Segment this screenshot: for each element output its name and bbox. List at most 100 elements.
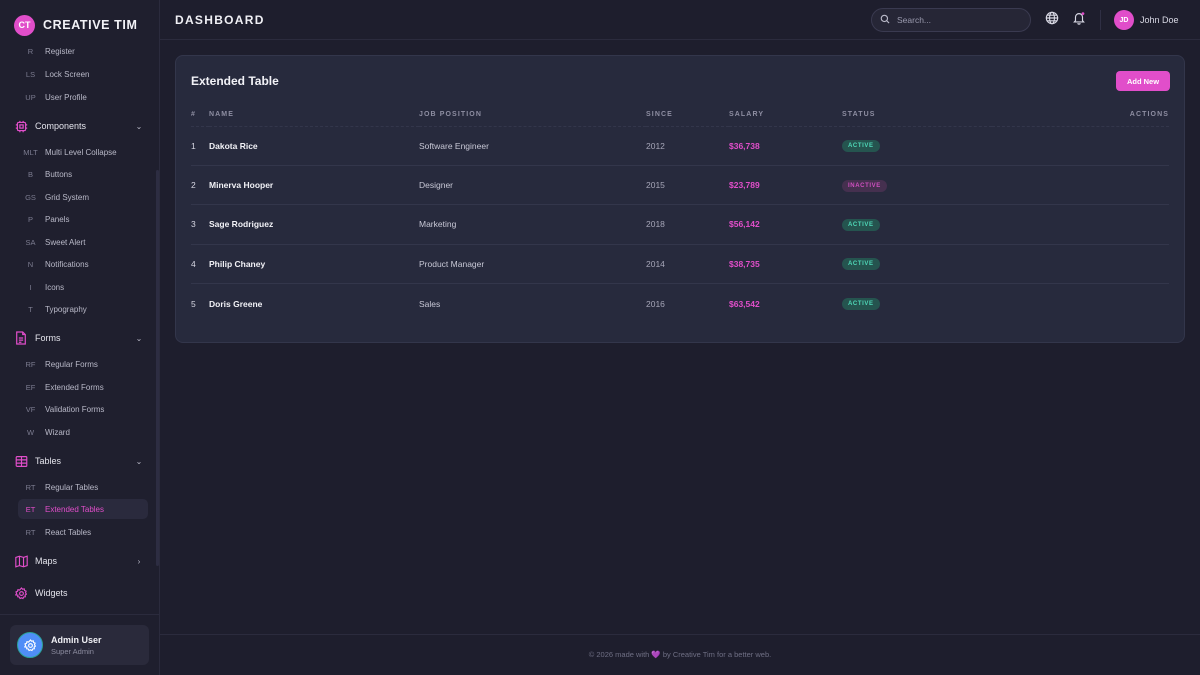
- cell-since: 2016: [646, 298, 665, 309]
- item-label: Grid System: [45, 192, 90, 202]
- avatar: JD: [1114, 10, 1134, 30]
- table-row[interactable]: 3 Sage Rodriguez Marketing 2018 $56,142 …: [191, 204, 1169, 245]
- column-header-job[interactable]: JOB POSITION: [419, 106, 646, 127]
- sidebar-item-lock-screen[interactable]: LS Lock Screen: [18, 64, 148, 84]
- cell-job: Product Manager: [419, 244, 646, 285]
- sidebar-scrollbar[interactable]: [156, 170, 159, 566]
- sidebar-item-user-profile[interactable]: UP User Profile: [18, 87, 148, 107]
- chevron-down-icon: ⌄: [135, 333, 143, 343]
- cell-index: 3: [191, 204, 209, 245]
- table-row[interactable]: 4 Philip Chaney Product Manager 2014 $38…: [191, 244, 1169, 285]
- sidebar-item-buttons[interactable]: B Buttons: [18, 164, 148, 184]
- top-header: DASHBOARD JD John Doe: [160, 0, 1200, 40]
- sidebar-item-multi-level-collapse[interactable]: MLT Multi Level Collapse: [18, 142, 148, 162]
- status-badge: INACTIVE: [842, 179, 887, 192]
- item-abbr: RT: [25, 482, 36, 492]
- table-row[interactable]: 5 Doris Greene Sales 2016 $63,542 ACTIVE: [191, 284, 1169, 323]
- sidebar-group-maps[interactable]: Maps ›: [14, 551, 144, 571]
- column-header-index[interactable]: #: [191, 106, 209, 127]
- sidebar: CT CREATIVE TIM R Register LS Lock Scree…: [0, 0, 160, 675]
- sidebar-item-wizard[interactable]: W Wizard: [18, 422, 148, 442]
- language-button[interactable]: [1044, 11, 1060, 28]
- cell-job: Marketing: [419, 204, 646, 245]
- status-badge: ACTIVE: [842, 218, 880, 231]
- divider: [160, 634, 1200, 635]
- table-row[interactable]: 2 Minerva Hooper Designer 2015 $23,789 I…: [191, 165, 1169, 206]
- item-abbr: MLT: [23, 147, 38, 157]
- cell-index: 2: [191, 165, 209, 206]
- cell-job: Software Engineer: [419, 126, 646, 166]
- item-label: User Profile: [45, 92, 87, 102]
- group-label: Tables: [35, 456, 62, 466]
- cell-status: ACTIVE: [842, 244, 992, 285]
- column-header-salary[interactable]: SALARY: [729, 106, 842, 127]
- cell-job: Designer: [419, 165, 646, 206]
- cell-salary: $56,142: [729, 204, 842, 245]
- gear-icon: [23, 638, 36, 651]
- map-icon: [14, 554, 28, 568]
- sidebar-item-regular-forms[interactable]: RF Regular Forms: [18, 354, 148, 374]
- cell-salary: $38,735: [729, 244, 842, 285]
- item-abbr: T: [28, 304, 33, 314]
- chip-icon: [14, 119, 28, 133]
- sidebar-item-icons[interactable]: I Icons: [18, 277, 148, 297]
- item-label: Typography: [45, 304, 87, 314]
- sidebar-item-grid-system[interactable]: GS Grid System: [18, 187, 148, 207]
- chevron-down-icon: ⌄: [135, 121, 143, 131]
- sidebar-group-forms[interactable]: Forms ⌄: [14, 328, 144, 348]
- cell-status: ACTIVE: [842, 126, 992, 166]
- column-header-since[interactable]: SINCE: [646, 106, 729, 127]
- add-new-button[interactable]: Add New: [1116, 71, 1170, 91]
- sidebar-group-tables[interactable]: Tables ⌄: [14, 451, 144, 471]
- item-abbr: RT: [25, 527, 36, 537]
- status-badge: ACTIVE: [842, 140, 880, 153]
- cell-name: Philip Chaney: [209, 244, 419, 285]
- gear-icon: [14, 586, 28, 600]
- item-abbr: ET: [25, 504, 36, 514]
- table-row[interactable]: 1 Dakota Rice Software Engineer 2012 $36…: [191, 126, 1169, 166]
- brand[interactable]: CT CREATIVE TIM: [14, 14, 137, 36]
- cell-actions: [992, 126, 1169, 166]
- column-header-name[interactable]: NAME: [209, 106, 419, 127]
- sidebar-item-validation-forms[interactable]: VF Validation Forms: [18, 399, 148, 419]
- item-label: Icons: [45, 282, 65, 292]
- brand-name: CREATIVE TIM: [43, 18, 138, 32]
- table-header-row: # NAME JOB POSITION SINCE SALARY STATUS …: [191, 106, 1169, 127]
- sidebar-item-typography[interactable]: T Typography: [18, 299, 148, 319]
- sidebar-item-notifications[interactable]: N Notifications: [18, 254, 148, 274]
- search-input[interactable]: [897, 15, 1017, 25]
- chevron-right-icon: ›: [137, 556, 141, 566]
- item-label: Notifications: [45, 259, 89, 269]
- sidebar-item-extended-forms[interactable]: EF Extended Forms: [18, 377, 148, 397]
- item-label: Extended Forms: [45, 382, 104, 392]
- sidebar-group-components[interactable]: Components ⌄: [14, 116, 144, 136]
- item-label: Panels: [45, 214, 70, 224]
- user-menu[interactable]: JD John Doe: [1114, 10, 1179, 30]
- sidebar-item-sweet-alert[interactable]: SA Sweet Alert: [18, 232, 148, 252]
- item-label: Validation Forms: [45, 404, 105, 414]
- sidebar-item-react-tables[interactable]: RT React Tables: [18, 522, 148, 542]
- sidebar-group-widgets[interactable]: Widgets: [14, 583, 144, 603]
- cell-since: 2015: [646, 165, 729, 206]
- user-role: Super Admin: [51, 646, 94, 656]
- sidebar-item-panels[interactable]: P Panels: [18, 209, 148, 229]
- chevron-down-icon: ⌄: [135, 456, 143, 466]
- notifications-button[interactable]: [1071, 11, 1087, 28]
- cell-actions: [992, 244, 1169, 285]
- cell-status: ACTIVE: [842, 284, 992, 323]
- group-label: Widgets: [35, 588, 68, 598]
- search-box[interactable]: [871, 8, 1031, 32]
- item-abbr: SA: [25, 237, 36, 247]
- user-name: John Doe: [1140, 15, 1179, 25]
- column-header-status[interactable]: STATUS: [842, 106, 992, 127]
- sidebar-user-card[interactable]: Admin User Super Admin: [10, 625, 149, 665]
- cell-actions: [992, 204, 1169, 245]
- sidebar-item-extended-tables[interactable]: ET Extended Tables: [18, 499, 148, 519]
- sidebar-item-register[interactable]: R Register: [18, 41, 148, 61]
- item-label: Register: [45, 46, 75, 56]
- sidebar-nav[interactable]: R Register LS Lock Screen UP User Profil…: [0, 40, 156, 614]
- cell-actions: [992, 165, 1169, 206]
- item-label: Regular Forms: [45, 359, 98, 369]
- sidebar-item-regular-tables[interactable]: RT Regular Tables: [18, 477, 148, 497]
- group-label: Components: [35, 121, 87, 131]
